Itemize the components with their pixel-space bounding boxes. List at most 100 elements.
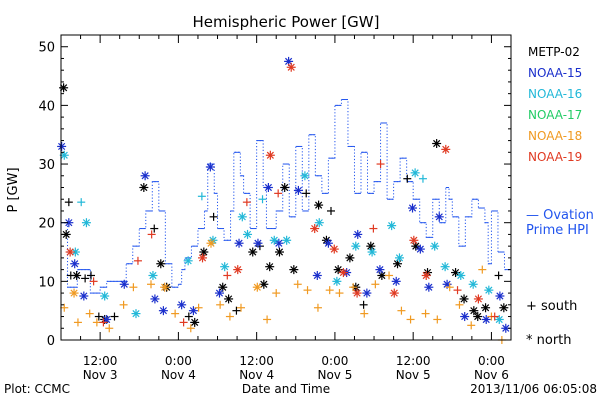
star-stroke xyxy=(474,295,482,303)
legend-item: NOAA-19 xyxy=(528,150,582,164)
north-point xyxy=(389,288,399,298)
south-point xyxy=(87,271,95,280)
star-stroke xyxy=(270,236,278,244)
south-point xyxy=(421,309,430,318)
north-point xyxy=(265,262,275,272)
star-stroke xyxy=(275,239,283,247)
south-point xyxy=(129,283,138,292)
y-tick-label: 10 xyxy=(38,275,55,290)
star-stroke xyxy=(66,248,74,256)
north-point xyxy=(79,291,89,301)
north-point xyxy=(59,83,69,93)
star-stroke xyxy=(266,151,274,159)
north-point xyxy=(248,247,258,257)
north-point xyxy=(81,218,91,228)
north-point xyxy=(198,253,208,263)
star-stroke xyxy=(496,292,504,300)
star-stroke xyxy=(238,213,246,221)
north-point xyxy=(206,238,216,248)
south-point xyxy=(150,224,159,233)
south-point xyxy=(397,306,406,315)
north-point xyxy=(274,247,284,257)
star-stroke xyxy=(431,242,439,250)
north-point xyxy=(421,270,431,280)
x-tick-date-label: Nov 3 xyxy=(83,368,118,382)
y-tick-label: 0 xyxy=(47,334,55,349)
star-stroke xyxy=(346,254,354,262)
star-stroke xyxy=(322,236,331,244)
north-point xyxy=(494,314,504,324)
star-stroke xyxy=(433,139,441,148)
star-stroke xyxy=(103,315,111,324)
north-point xyxy=(362,288,372,298)
series-noaa-19 xyxy=(65,62,499,327)
north-point xyxy=(224,294,234,304)
star-stroke xyxy=(416,245,424,253)
y-axis-label: P [GW] xyxy=(6,167,21,212)
south-point xyxy=(147,280,155,289)
star-stroke xyxy=(206,163,214,171)
north-point xyxy=(280,183,290,192)
north-point xyxy=(314,218,324,228)
south-point xyxy=(263,315,272,324)
south-point xyxy=(303,286,312,295)
south-point xyxy=(418,174,427,183)
north-point xyxy=(199,247,209,257)
south-point xyxy=(455,300,464,309)
north-point xyxy=(495,291,505,301)
ovation-prime-hpi-line xyxy=(61,99,512,294)
south-point xyxy=(81,274,90,283)
north-point xyxy=(434,212,444,222)
star-stroke xyxy=(376,266,384,274)
star-stroke xyxy=(161,283,169,291)
south-point xyxy=(478,265,487,274)
star-stroke xyxy=(281,183,289,192)
north-point xyxy=(353,229,363,239)
star-stroke xyxy=(410,236,418,244)
south-point xyxy=(313,303,322,312)
x-tick-time-label: 0:00 xyxy=(165,354,192,368)
x-tick-date-label: Nov 6 xyxy=(474,368,509,382)
south-point xyxy=(302,189,311,198)
north-point xyxy=(300,171,310,181)
legend-ovation: — Ovation xyxy=(526,208,594,223)
star-stroke xyxy=(315,201,323,209)
star-stroke xyxy=(243,230,252,239)
north-point xyxy=(269,235,279,245)
plot-axes xyxy=(60,34,512,341)
north-point xyxy=(289,265,299,275)
star-stroke xyxy=(149,271,157,280)
north-point xyxy=(100,291,110,301)
star-stroke xyxy=(411,169,419,177)
north-point xyxy=(499,303,509,313)
star-stroke xyxy=(141,172,149,180)
star-stroke xyxy=(249,248,257,256)
star-stroke xyxy=(412,242,420,250)
star-stroke xyxy=(443,280,451,288)
star-stroke xyxy=(500,304,508,312)
star-stroke xyxy=(159,307,167,315)
south-point xyxy=(147,230,156,239)
plot-credit: Plot: CCMC xyxy=(4,382,70,396)
north-point xyxy=(469,306,479,316)
south-point xyxy=(225,312,234,321)
north-point xyxy=(265,150,275,160)
north-point xyxy=(156,259,166,269)
star-stroke xyxy=(221,263,229,271)
star-stroke xyxy=(408,204,417,212)
north-point xyxy=(310,224,320,234)
star-stroke xyxy=(422,271,430,280)
north-point xyxy=(70,259,80,269)
star-stroke xyxy=(73,271,81,280)
star-stroke xyxy=(333,277,341,285)
south-point xyxy=(85,309,94,318)
star-stroke xyxy=(71,248,79,256)
legend-south-marker: + south xyxy=(526,299,577,314)
south-point xyxy=(242,198,251,207)
series-noaa-15 xyxy=(57,56,511,333)
north-point xyxy=(332,276,342,286)
south-point xyxy=(184,312,193,321)
north-point xyxy=(394,253,404,263)
north-point xyxy=(415,244,425,254)
